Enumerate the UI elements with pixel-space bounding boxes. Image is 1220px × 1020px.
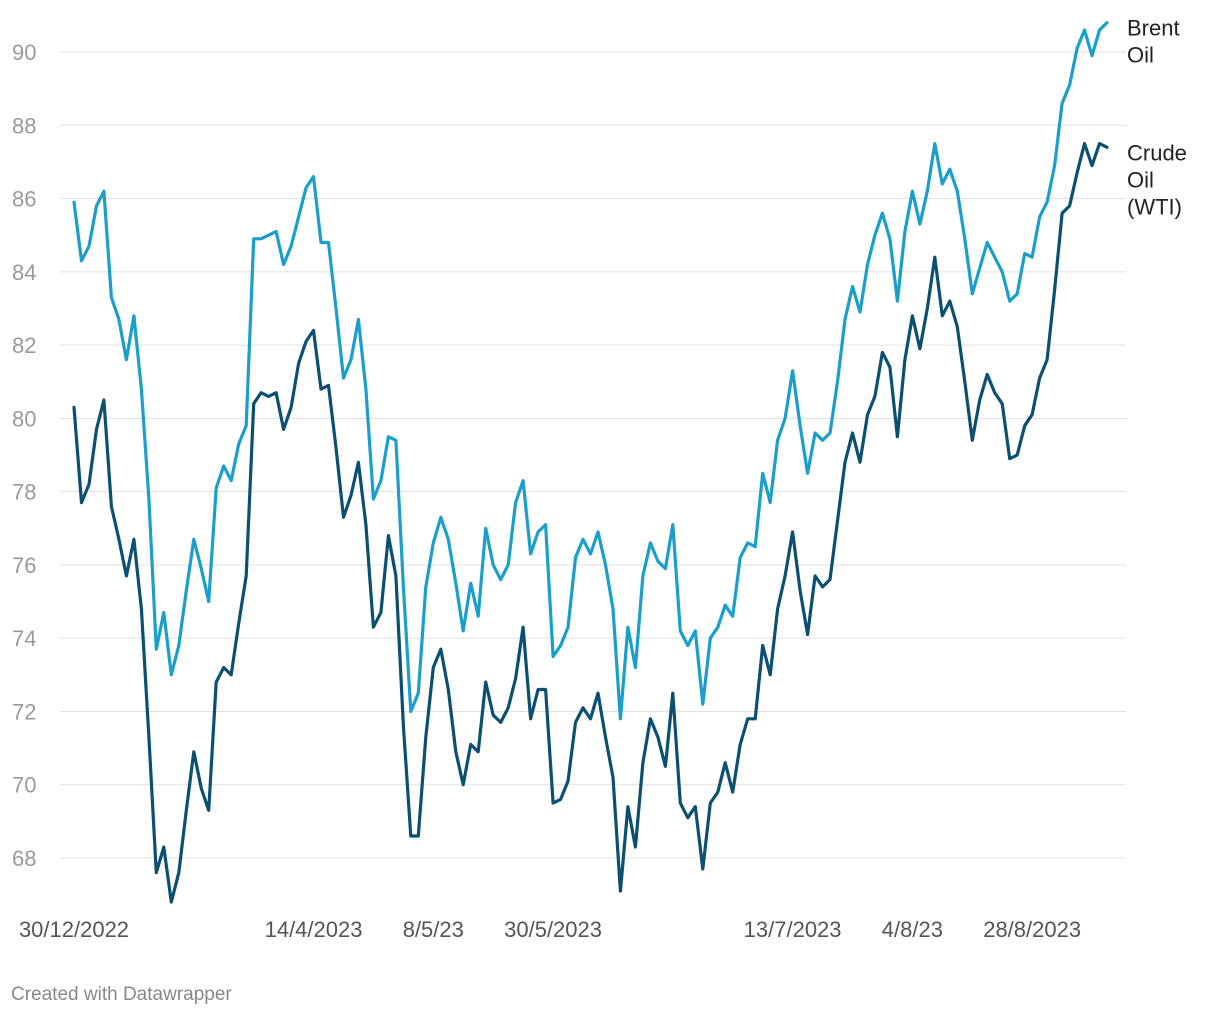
series-label-line: Brent xyxy=(1127,16,1180,41)
y-tick-label: 84 xyxy=(12,260,36,285)
y-tick-label: 68 xyxy=(12,846,36,871)
x-tick-label: 13/7/2023 xyxy=(744,917,842,942)
x-tick-label: 28/8/2023 xyxy=(983,917,1081,942)
y-tick-label: 90 xyxy=(12,40,36,65)
x-tick-label: 14/4/2023 xyxy=(265,917,363,942)
y-axis-tick-labels: 68 70 72 74 76 78 80 82 84 86 88 90 xyxy=(12,40,36,871)
x-tick-label: 30/12/2022 xyxy=(19,917,129,942)
x-tick-label: 30/5/2023 xyxy=(504,917,602,942)
x-tick-label: 4/8/23 xyxy=(882,917,943,942)
series-line-brent-oil xyxy=(72,21,1109,721)
series-label-line: (WTI) xyxy=(1127,194,1182,219)
y-tick-label: 78 xyxy=(12,480,36,505)
credit-text: Created with Datawrapper xyxy=(11,984,232,1005)
series-label-line: Crude xyxy=(1127,140,1187,165)
y-tick-label: 70 xyxy=(12,773,36,798)
series-label: Crude Oil (WTI) xyxy=(1127,140,1187,219)
y-tick-label: 76 xyxy=(12,553,36,578)
series-line-crude-oil-wti xyxy=(72,142,1109,904)
y-tick-label: 74 xyxy=(12,626,36,651)
series-label-line: Oil xyxy=(1127,167,1154,192)
series-lines xyxy=(72,21,1109,904)
x-tick-label: 8/5/23 xyxy=(403,917,464,942)
y-tick-label: 72 xyxy=(12,699,36,724)
y-tick-label: 88 xyxy=(12,113,36,138)
series-label-line: Oil xyxy=(1127,43,1154,68)
gridlines xyxy=(60,51,1126,859)
y-tick-label: 80 xyxy=(12,406,36,431)
y-tick-label: 86 xyxy=(12,187,36,212)
y-tick-label: 82 xyxy=(12,333,36,358)
series-label: Brent Oil xyxy=(1127,16,1180,68)
x-axis-tick-labels: 30/12/2022 14/4/2023 8/5/23 30/5/2023 13/7/2… xyxy=(19,917,1081,942)
